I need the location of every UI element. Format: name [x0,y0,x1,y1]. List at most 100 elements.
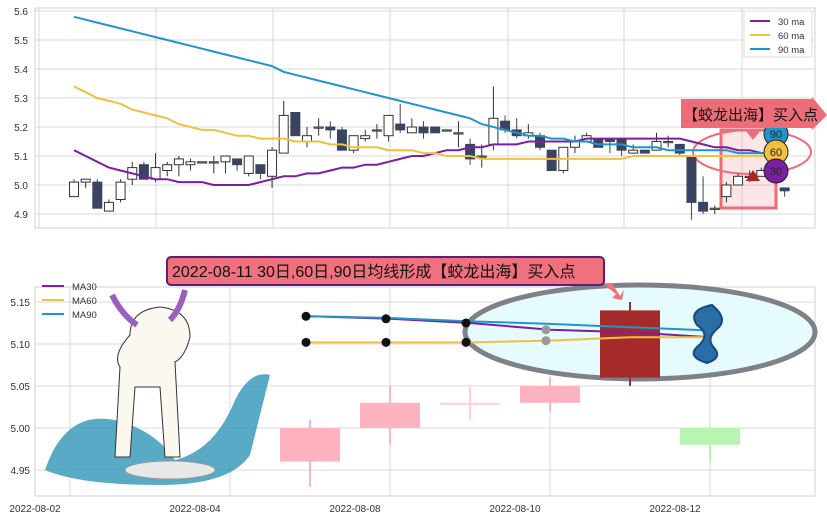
legend: 30 ma 60 ma 90 ma [743,10,813,58]
ma-dot [301,311,311,321]
candle-body [173,158,184,166]
candle-body [418,126,429,134]
y-tick-label: 5.10 [11,340,31,351]
ma-circle-label: 60 [770,147,782,159]
candle-body [674,143,685,154]
ma-dot [301,337,311,347]
x-tick-label: 2022-08-08 [329,504,381,515]
candle-body [465,143,476,160]
annotation-label: 【蛟龙出海】买入点 [683,106,818,124]
y-tick-label: 5.3 [14,94,28,105]
ma-dot [381,337,391,347]
candle-body [185,161,196,166]
candle-body [371,129,382,132]
candle-body [440,402,500,405]
candle-body [69,181,79,198]
candle-body [280,428,340,462]
candle-body [639,149,650,154]
ma-line-90-ma [73,15,785,155]
annotation-label: 2022-08-11 30日,60日,90日均线形成【蛟龙出海】买入点 [172,263,575,281]
y-tick-label: 5.05 [11,382,31,393]
dragon-horns [109,289,188,328]
ma-line-60-ma [73,85,785,160]
candle-body [383,114,394,137]
candle-body [488,117,499,145]
ma-dot [461,318,471,328]
candle-body [290,112,301,137]
candle-body [138,164,149,180]
dog-shape [114,306,191,458]
candle-body [709,207,720,210]
candle-body [628,149,639,154]
candle-body [733,175,744,186]
candle-body [325,126,336,131]
candle-body [208,161,219,164]
candle-body [162,164,173,171]
candle-body [546,149,557,171]
candle-body [721,184,732,198]
ma-line-MA60 [310,336,710,344]
buy-triangle-icon [746,170,760,181]
ma-dot [541,336,551,346]
x-tick-label: 2022-08-02 [9,504,61,515]
annotation-box [166,256,605,286]
candle-body [406,126,417,134]
y-tick-label: 4.9 [14,210,28,221]
ma-dot [381,314,391,324]
y-tick-label: 5.4 [14,65,28,76]
surfboard [124,460,216,480]
y-tick-label: 5.6 [14,7,28,18]
candle-body [278,114,289,154]
annotation-banner [681,97,827,130]
y-tick-label: 5.0 [14,181,28,192]
candle-body [336,129,347,151]
x-tick-label: 2022-08-12 [649,504,701,515]
top-chart: 5.6 5.5 5.4 5.3 5.2 5.1 5.0 4.9 90 60 30 【蛟龙出海】买入点 3… [14,7,827,229]
candle-body [680,428,740,445]
ma-circle-label: 30 [770,166,782,178]
x-tick-label: 2022-08-10 [489,504,541,515]
candle-body [197,161,208,164]
candle-body [348,135,359,151]
candle-body [441,129,452,132]
candle-body [255,164,266,174]
y-tick-label: 5.2 [14,123,28,134]
y-tick-label: 5.00 [11,424,31,435]
legend-label: 90 ma [778,45,805,56]
dog-surfing-illustration [45,289,270,485]
legend-label: MA90 [72,310,97,321]
legend: MA30 MA60 MA90 [42,282,97,321]
ma-circle-label: 90 [770,129,782,141]
legend-label: MA60 [72,296,97,307]
candle-body [520,386,580,403]
candle-body [360,135,371,140]
y-tick-label: 5.5 [14,36,28,47]
wave-shape [45,374,270,485]
annotation-arrow-icon [604,283,624,300]
candle-body [232,158,243,166]
dragon-body [692,303,723,365]
candle-body [115,181,126,201]
y-tick-label: 5.15 [11,298,31,309]
candle-body [600,310,660,378]
ma-line-MA90 [309,315,711,332]
candle-body [103,201,114,212]
ma-dot [541,325,551,335]
candle-body [395,123,406,131]
candle-body [453,132,464,135]
candle-body [430,126,441,134]
candle-body [476,155,487,158]
y-tick-label: 5.1 [14,152,28,163]
candle-body [686,155,697,203]
legend-label: 30 ma [778,17,805,28]
candle-body [220,155,231,163]
y-tick-label: 4.95 [11,466,31,477]
candle-body [92,181,103,209]
legend-label: MA30 [72,282,97,293]
candle-body [80,178,91,183]
bottom-chart: 5.15 5.10 5.05 5.00 4.95 2022-08-02 2022-08-04… [9,256,818,515]
candle-body [243,155,254,174]
ma-circle-marker [763,158,789,184]
